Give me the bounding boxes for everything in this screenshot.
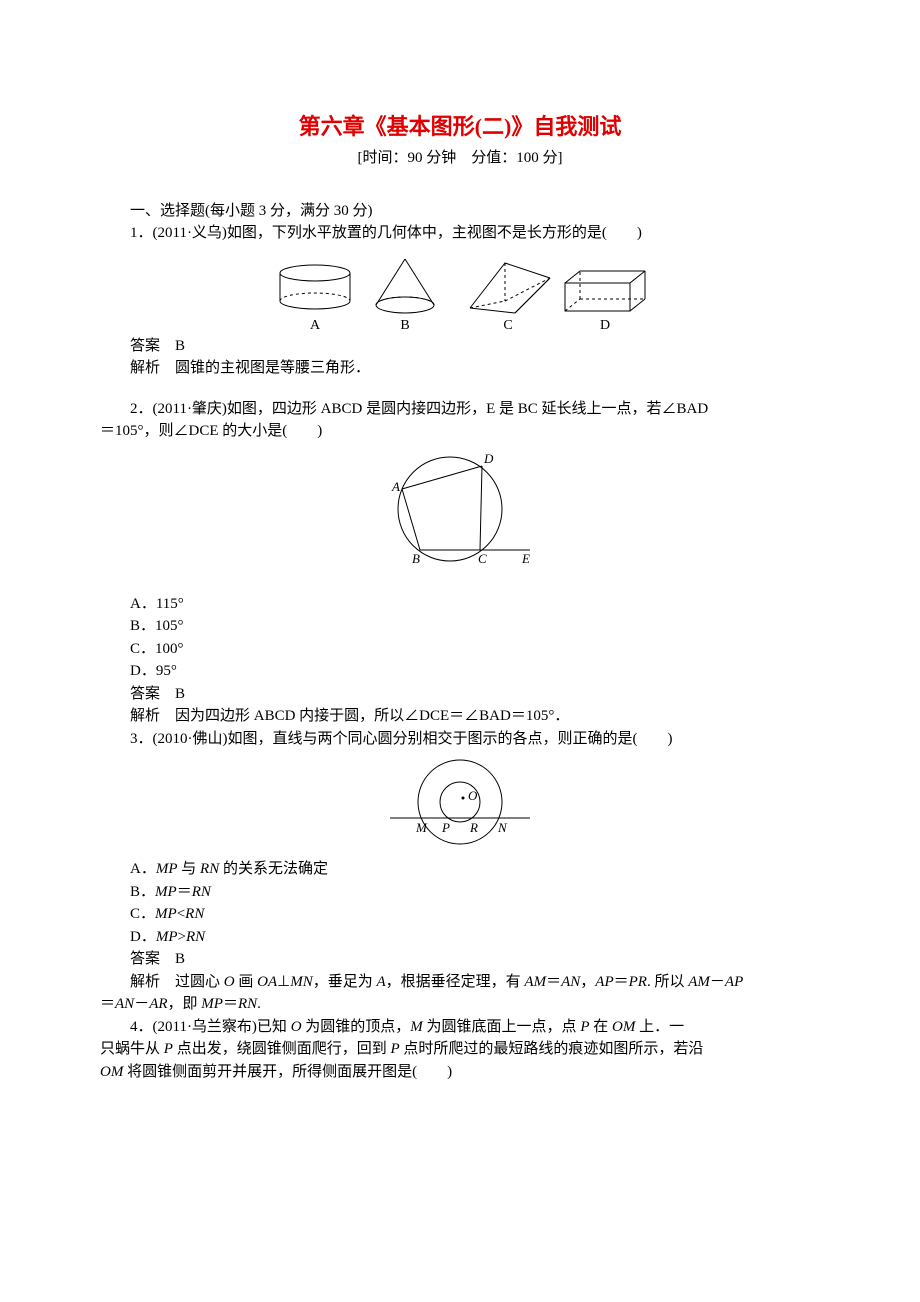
cylinder-icon	[280, 265, 350, 309]
q1-label-a: A	[310, 318, 321, 331]
q2-answer: 答案 B	[100, 683, 820, 706]
q2-stem-line2: ＝105°，则∠DCE 的大小是( )	[100, 420, 820, 443]
q1-label-d: D	[600, 318, 610, 331]
q3-explain-line2: ＝AN－AR，即 MP＝RN.	[100, 993, 820, 1016]
q1-answer: 答案 B	[100, 335, 820, 358]
section-1-header: 一、选择题(每小题 3 分，满分 30 分)	[100, 200, 820, 223]
q3-option-c: C．MP<RN	[100, 903, 820, 926]
q2-label-e: E	[521, 551, 530, 566]
q3-explain-line1: 解析 过圆心 O 画 OA⊥MN，垂足为 A，根据垂径定理，有 AM＝AN，AP…	[100, 971, 820, 994]
q1-label-b: B	[400, 318, 409, 331]
q3-label-m: M	[415, 820, 428, 835]
q2-label-b: B	[412, 551, 420, 566]
q3-option-d: D．MP>RN	[100, 926, 820, 949]
test-meta: [时间：90 分钟 分值：100 分]	[100, 147, 820, 170]
q1-explain: 解析 圆锥的主视图是等腰三角形．	[100, 357, 820, 380]
spacer	[100, 575, 820, 593]
chapter-title: 第六章《基本图形(二)》自我测试	[100, 110, 820, 143]
q3-figure: O M P R N	[100, 758, 820, 854]
q3-answer: 答案 B	[100, 948, 820, 971]
q1-stem: 1．(2011·义乌)如图，下列水平放置的几何体中，主视图不是长方形的是( )	[100, 222, 820, 245]
q2-option-d: D．95°	[100, 660, 820, 683]
q2-stem-line1: 2．(2011·肇庆)如图，四边形 ABCD 是圆内接四边形，E 是 BC 延长…	[100, 398, 820, 421]
q2-label-d: D	[483, 451, 494, 466]
q2-option-b: B．105°	[100, 615, 820, 638]
q3-stem: 3．(2010·佛山)如图，直线与两个同心圆分别相交于图示的各点，则正确的是( …	[100, 728, 820, 751]
q2-option-a: A．115°	[100, 593, 820, 616]
q2-label-a: A	[391, 479, 400, 494]
q2-option-c: C．100°	[100, 638, 820, 661]
q1-figure: A B C D	[100, 253, 820, 331]
q4-stem-line1: 4．(2011·乌兰察布)已知 O 为圆锥的顶点，M 为圆锥底面上一点，点 P …	[100, 1016, 820, 1039]
q2-figure: A B C D E	[100, 451, 820, 571]
q4-stem-line2: 只蜗牛从 P 点出发，绕圆锥侧面爬行，回到 P 点时所爬过的最短路线的痕迹如图所…	[100, 1038, 820, 1061]
q4-stem-line3: OM 将圆锥侧面剪开并展开，所得侧面展开图是( )	[100, 1061, 820, 1084]
q3-option-b: B．MP＝RN	[100, 881, 820, 904]
q3-option-a: A．MP 与 RN 的关系无法确定	[100, 858, 820, 881]
q3-label-r: R	[469, 820, 478, 835]
q1-label-c: C	[503, 318, 512, 331]
q3-label-o: O	[468, 788, 478, 803]
prism-icon	[470, 263, 550, 313]
q2-label-c: C	[478, 551, 487, 566]
cuboid-icon	[565, 271, 645, 311]
q2-explain: 解析 因为四边形 ABCD 内接于圆，所以∠DCE＝∠BAD＝105°．	[100, 705, 820, 728]
q3-label-n: N	[497, 820, 508, 835]
q3-label-p: P	[441, 820, 450, 835]
cone-icon	[376, 259, 434, 313]
spacer	[100, 380, 820, 398]
